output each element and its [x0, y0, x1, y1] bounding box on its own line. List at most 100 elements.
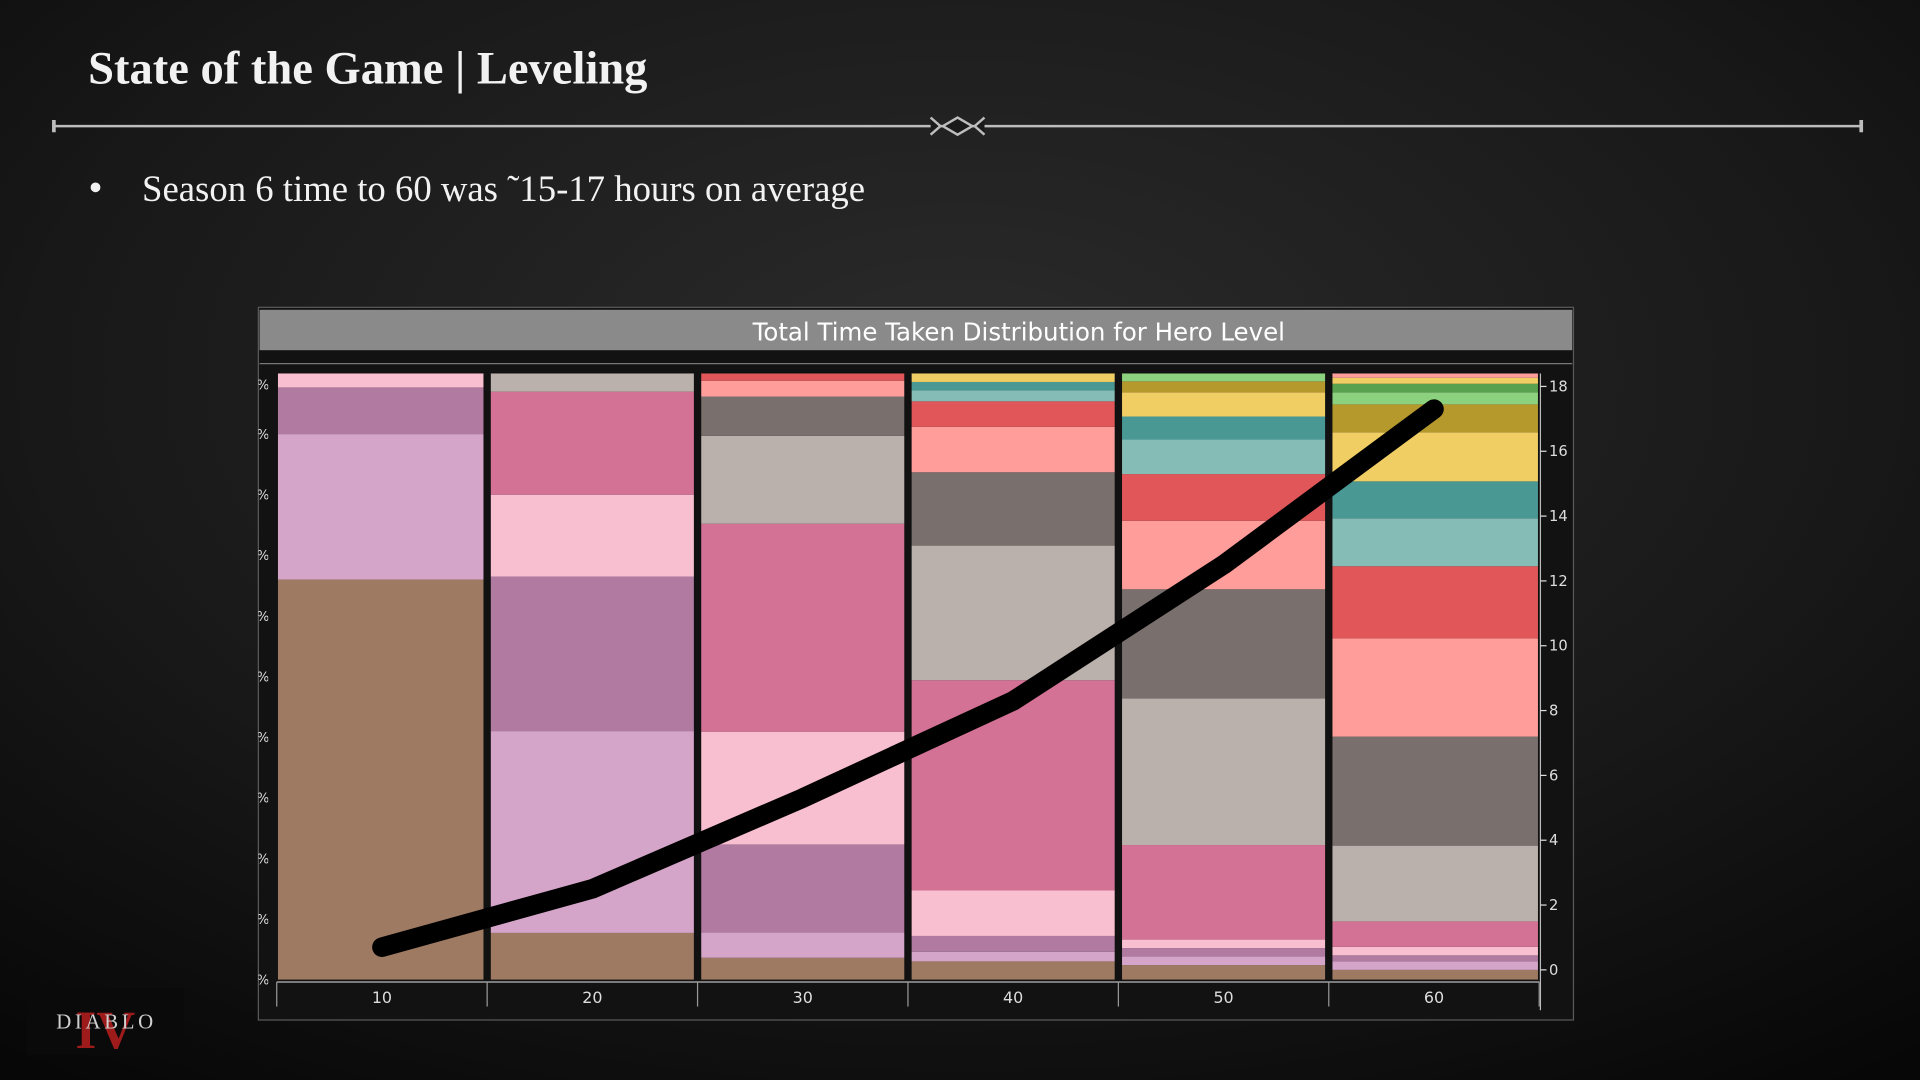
bar-segment	[909, 426, 1118, 473]
y-tick-label: 90%	[239, 428, 269, 443]
bar-segment	[1330, 969, 1538, 980]
bar-segment	[698, 380, 907, 397]
bar-segment	[1119, 416, 1328, 440]
bar-segment	[909, 472, 1118, 546]
y-tick-label: 10%	[239, 913, 269, 928]
y-tick-label: 20%	[239, 852, 269, 867]
bar-segment	[1330, 383, 1538, 393]
y-tick-label: 80%	[239, 489, 269, 504]
bar-segment	[1119, 373, 1328, 382]
bar-segment	[1330, 566, 1538, 639]
y-tick-label: 30%	[239, 792, 269, 807]
line	[372, 399, 1444, 957]
chart-title-bar	[259, 309, 1573, 351]
bar-segment	[1330, 377, 1538, 384]
bar-segment	[277, 387, 486, 435]
bar-segment	[909, 401, 1118, 427]
bar-segment	[277, 579, 486, 980]
bar-segment	[488, 373, 697, 392]
y2-tick-label: 0	[1549, 962, 1558, 979]
bar-segment	[488, 576, 697, 732]
y-tick-label: 50%	[239, 670, 269, 685]
bar-separator	[1114, 373, 1123, 983]
x-tick-label: 60	[1424, 988, 1444, 1007]
bar-separator	[693, 373, 702, 983]
x-tick-label: 20	[582, 988, 602, 1007]
y-tick-label: 70%	[239, 549, 269, 564]
bar-segment	[909, 951, 1118, 962]
bar-segment	[909, 935, 1118, 952]
divider	[52, 116, 1864, 137]
y-tick-label: 60%	[239, 610, 269, 625]
bar-separator	[904, 373, 912, 983]
bar-segment	[1119, 956, 1328, 966]
logo: IV DIABLO	[26, 988, 184, 1060]
y2-tick-label: 2	[1549, 897, 1558, 914]
y2-tick-label: 14	[1549, 508, 1568, 525]
y2-tick-label: 10	[1549, 638, 1568, 655]
y2-tick-label: 18	[1549, 378, 1568, 395]
chart-title: Total Time Taken Distribution for Hero L…	[752, 317, 1285, 346]
y2-tick-label: 4	[1549, 832, 1558, 849]
bar-segment	[909, 381, 1118, 391]
bar-segment	[1330, 955, 1538, 962]
bar-segment	[277, 434, 486, 580]
bar-segment	[1119, 948, 1328, 957]
chart: Total Time Taken Distribution for Hero L…	[231, 306, 1575, 1021]
bar-separator	[483, 373, 491, 983]
y2-tick-label: 16	[1549, 443, 1568, 460]
bar-segment	[488, 391, 697, 495]
bar-segment	[909, 961, 1118, 980]
bar-segment	[698, 932, 907, 958]
bar-segment	[1330, 481, 1538, 519]
x-tick-label: 50	[1213, 988, 1233, 1007]
logo-numeral: IV	[75, 1000, 135, 1060]
bar-segment	[1330, 845, 1538, 922]
bar-segment	[1119, 939, 1328, 949]
bar-separator	[1325, 373, 1333, 983]
bar-segment	[1330, 736, 1538, 846]
bar-segment	[1119, 392, 1328, 417]
bar-segment	[1330, 921, 1538, 947]
bar-segment	[698, 844, 907, 933]
bar-segment	[698, 957, 907, 980]
y-tick-label: 100%	[231, 378, 270, 393]
bar-segment	[488, 494, 697, 577]
x-tick-label: 10	[372, 988, 392, 1007]
bar-segment	[1330, 946, 1538, 956]
bar-segment	[1330, 961, 1538, 970]
bar-segment	[1119, 439, 1328, 475]
bar-segment	[1330, 373, 1538, 378]
left-axis: 0% 10% 20% 30% 40% 50% 60% 70% 80% 90% 100%	[231, 378, 270, 988]
bar-segment	[909, 680, 1118, 891]
y-tick-label: 0%	[248, 973, 270, 988]
bar-segment	[909, 390, 1118, 402]
y2-tick-label: 6	[1549, 767, 1558, 784]
bar-segment	[277, 373, 486, 388]
bar-segment	[909, 890, 1118, 936]
logo-name: DIABLO	[56, 1010, 157, 1034]
bar-segment	[698, 523, 907, 732]
x-tick-label: 30	[793, 988, 813, 1007]
x-tick-label: 40	[1003, 988, 1023, 1007]
bullet-dot	[90, 182, 101, 193]
bar-segment	[1330, 518, 1538, 567]
bar-segment	[909, 373, 1118, 382]
bar-segment	[1119, 381, 1328, 393]
bar-segment	[488, 932, 697, 980]
bar-segment	[1119, 965, 1328, 980]
bar-segment	[1330, 638, 1538, 737]
y2-tick-label: 12	[1549, 573, 1568, 590]
y-tick-label: 40%	[239, 731, 269, 746]
bar-segment	[698, 373, 907, 381]
bar-segment	[698, 396, 907, 436]
bullet-text: Season 6 time to 60 was ˜15-17 hours on …	[142, 168, 865, 209]
bar-segment	[1119, 845, 1328, 940]
bar-segment	[698, 435, 907, 524]
bar-segment	[1330, 392, 1538, 405]
bar-segment	[1119, 698, 1328, 846]
y2-tick-label: 8	[1549, 702, 1558, 719]
slide-title: State of the Game | Leveling	[88, 43, 647, 94]
